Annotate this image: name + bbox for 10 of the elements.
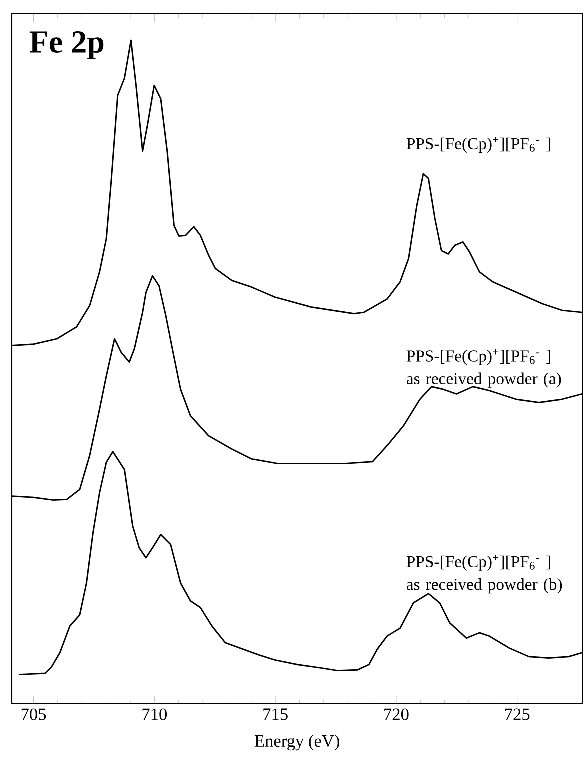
x-tick-label: 705	[22, 708, 46, 720]
series-label: PPS-[Fe(Cp)$^{+}$][PF$_{6}$$^{-}$ ] as received powder (a)	[407, 349, 562, 388]
chart-title: Fe 2p	[30, 32, 104, 60]
x-tick-label: 715	[264, 708, 288, 720]
x-axis-title: Energy (eV)	[255, 734, 340, 751]
x-tick-label: 720	[384, 708, 409, 720]
series-label: PPS-[Fe(Cp)$^{+}$][PF$_{6}$$^{-}$ ] as received powder (b)	[407, 554, 562, 594]
series-label: PPS-[Fe(Cp)$^{+}$][PF$_{6}$$^{-}$ ]	[407, 137, 550, 153]
x-tick-label: 725	[506, 708, 530, 720]
x-tick-label: 710	[142, 708, 168, 720]
